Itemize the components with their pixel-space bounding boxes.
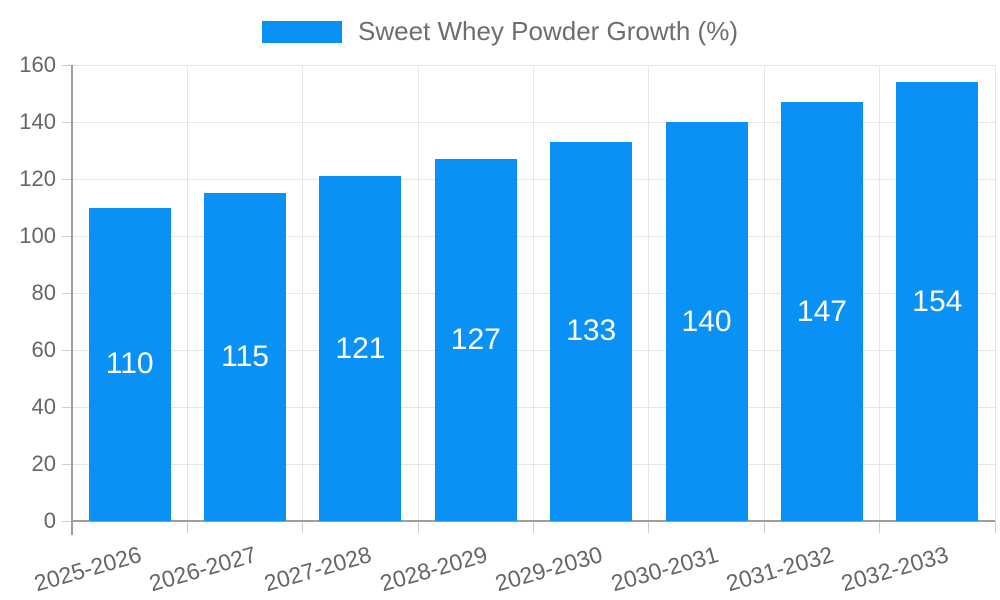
y-axis-tick: [62, 520, 72, 522]
y-axis-tick: [62, 406, 72, 408]
y-tick-label: 20: [31, 451, 56, 476]
bar[interactable]: [550, 141, 633, 521]
x-axis-tick: [417, 521, 419, 533]
y-axis-tick: [62, 121, 72, 123]
bar-value-label: 121: [335, 331, 386, 365]
x-axis-tick: [879, 521, 881, 533]
x-tick-label: 2026-2027: [146, 541, 260, 597]
x-tick-label: 2029-2030: [492, 541, 606, 597]
x-tick-label: 2031-2032: [723, 541, 837, 597]
bar-value-label: 110: [105, 347, 154, 381]
x-axis-tick: [763, 521, 765, 533]
y-tick-label: 140: [19, 109, 56, 134]
y-axis-tick: [62, 64, 72, 66]
y-tick-label: 0: [43, 508, 56, 533]
y-axis-tick: [62, 292, 72, 294]
x-tick-label: 2025-2026: [30, 541, 144, 597]
legend[interactable]: Sweet Whey Powder Growth (%): [0, 16, 1000, 47]
x-tick-label: 2032-2033: [838, 541, 952, 597]
gridline-vertical: [186, 65, 188, 521]
gridline-vertical: [417, 65, 419, 521]
x-axis-tick: [533, 521, 534, 533]
gridline-vertical: [763, 65, 765, 521]
y-axis-tick: [62, 178, 72, 180]
x-axis-tick: [994, 521, 996, 533]
y-axis-tick: [62, 463, 72, 465]
x-axis-line: [72, 520, 995, 522]
x-tick-label: 2027-2028: [261, 541, 375, 597]
bar[interactable]: [204, 193, 287, 521]
bar[interactable]: [665, 122, 748, 521]
y-tick-label: 120: [19, 166, 56, 191]
bar[interactable]: [434, 159, 517, 521]
gridline-vertical: [879, 65, 881, 521]
bar-value-label: 133: [566, 314, 617, 348]
gridline-vertical: [533, 65, 534, 521]
legend-swatch: [261, 20, 342, 43]
y-axis-tick: [62, 349, 72, 351]
gridline-vertical: [994, 65, 996, 521]
y-axis-tick: [62, 235, 72, 237]
x-axis-tick: [302, 521, 304, 533]
bar-value-label: 115: [221, 340, 269, 374]
x-tick-label: 2030-2031: [607, 541, 721, 597]
y-axis-line: [71, 65, 73, 535]
legend-label: Sweet Whey Powder Growth (%): [357, 16, 738, 46]
x-axis-tick: [186, 521, 188, 533]
x-tick-label: 2028-2029: [377, 541, 490, 597]
bar-value-label: 127: [450, 323, 501, 357]
y-tick-label: 60: [31, 337, 56, 362]
bar[interactable]: [896, 82, 979, 521]
gridline-vertical: [648, 65, 650, 521]
bar[interactable]: [319, 176, 402, 521]
bar-value-label: 147: [796, 294, 847, 328]
bar[interactable]: [88, 207, 171, 521]
y-tick-label: 40: [31, 394, 56, 419]
y-tick-label: 80: [31, 280, 56, 305]
gridline-vertical: [302, 65, 304, 521]
bar-value-label: 154: [912, 284, 963, 318]
x-axis-tick: [648, 521, 650, 533]
bar[interactable]: [780, 102, 863, 521]
y-tick-label: 100: [19, 223, 56, 248]
y-tick-label: 160: [19, 52, 56, 77]
bar-value-label: 140: [681, 304, 732, 338]
